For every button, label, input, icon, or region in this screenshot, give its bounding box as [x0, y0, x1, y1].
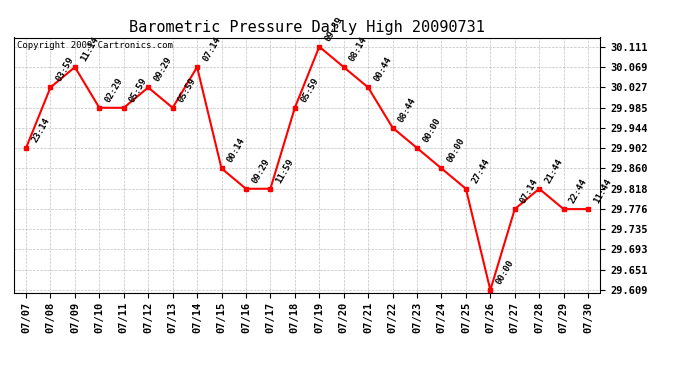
Text: 05:59: 05:59: [128, 76, 149, 104]
Text: 08:14: 08:14: [348, 35, 369, 63]
Text: 08:44: 08:44: [397, 96, 418, 123]
Text: 02:29: 02:29: [104, 76, 125, 104]
Text: 00:00: 00:00: [495, 258, 515, 286]
Text: 09:29: 09:29: [152, 56, 174, 83]
Text: 11:44: 11:44: [592, 177, 613, 205]
Text: 00:00: 00:00: [421, 116, 442, 144]
Text: 22:44: 22:44: [568, 177, 589, 205]
Text: 11:59: 11:59: [275, 157, 296, 184]
Text: 00:14: 00:14: [226, 136, 247, 164]
Title: Barometric Pressure Daily High 20090731: Barometric Pressure Daily High 20090731: [129, 20, 485, 35]
Text: 07:14: 07:14: [201, 35, 222, 63]
Text: 07:14: 07:14: [519, 177, 540, 205]
Text: 27:44: 27:44: [470, 157, 491, 184]
Text: Copyright 2009 Cartronics.com: Copyright 2009 Cartronics.com: [17, 41, 172, 50]
Text: 00:44: 00:44: [373, 56, 393, 83]
Text: 05:59: 05:59: [177, 76, 198, 104]
Text: 23:14: 23:14: [30, 116, 52, 144]
Text: 00:00: 00:00: [446, 136, 467, 164]
Text: 09:29: 09:29: [250, 157, 271, 184]
Text: 05:59: 05:59: [299, 76, 320, 104]
Text: 11:14: 11:14: [79, 35, 100, 63]
Text: 21:44: 21:44: [543, 157, 564, 184]
Text: 09:59: 09:59: [324, 15, 345, 42]
Text: 03:59: 03:59: [55, 56, 76, 83]
